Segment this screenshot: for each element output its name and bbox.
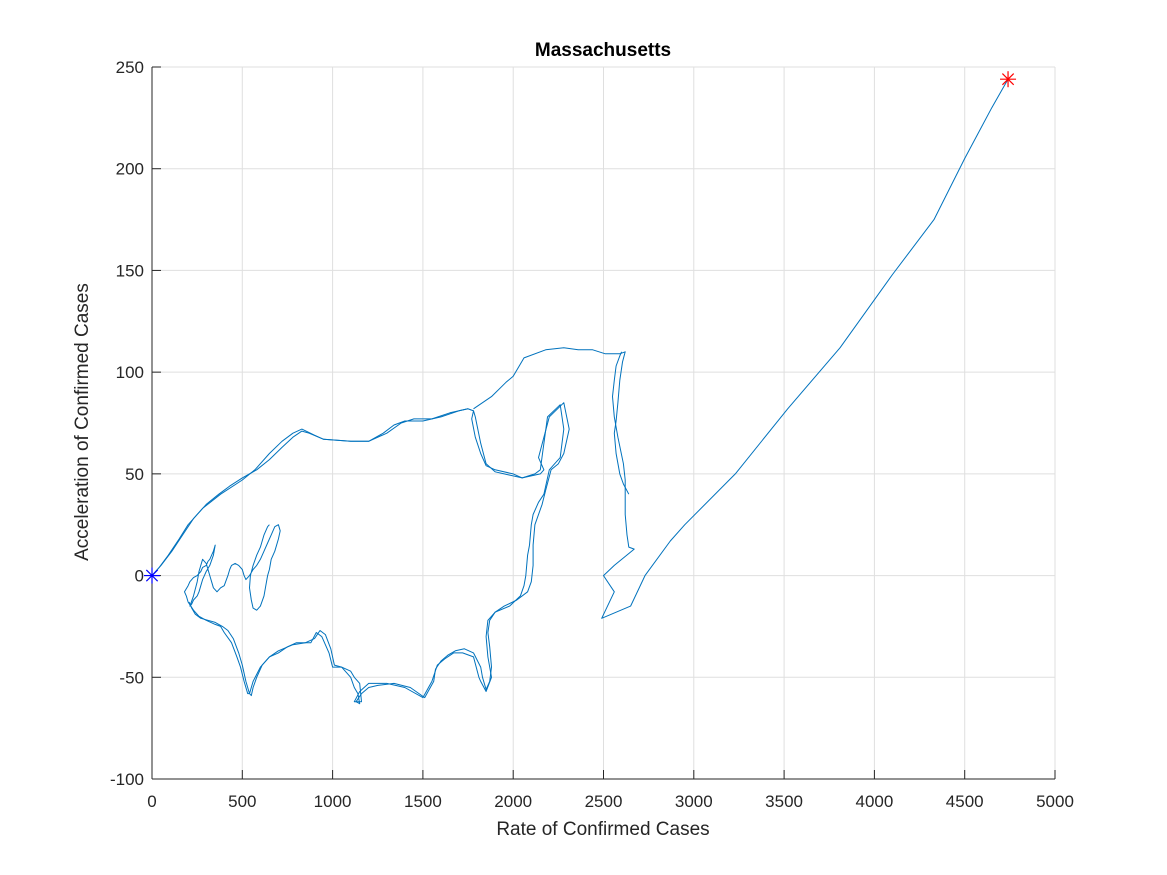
y-tick-label: -100 xyxy=(110,770,144,789)
x-tick-label: 1500 xyxy=(404,792,442,811)
tick-labels: 0 500 1000 1500 2000 2500 3000 3500 4000 4500 5000… xyxy=(110,58,1074,811)
x-tick-label: 1000 xyxy=(314,792,352,811)
chart-title: Massachusetts xyxy=(535,40,671,61)
y-tick-label: 250 xyxy=(116,58,144,77)
marker-stroke xyxy=(1001,73,1015,86)
x-tick-label: 5000 xyxy=(1036,792,1074,811)
x-tick-label: 4500 xyxy=(946,792,984,811)
y-tick-label: 100 xyxy=(116,363,144,382)
series-line-main xyxy=(151,402,570,705)
x-tick-label: 3000 xyxy=(675,792,713,811)
series-line-tail xyxy=(601,78,1009,619)
y-tick-label: 0 xyxy=(135,567,144,586)
marker-stroke xyxy=(145,569,159,582)
series-line-loop xyxy=(473,347,630,495)
plot-area xyxy=(144,71,1017,705)
y-tick-label: 50 xyxy=(125,465,144,484)
x-tick-label: 2000 xyxy=(494,792,532,811)
x-tick-label: 3500 xyxy=(765,792,803,811)
end-marker xyxy=(1000,71,1017,88)
y-axis-label: Acceleration of Confirmed Cases xyxy=(72,283,93,561)
y-tick-label: -50 xyxy=(119,668,144,687)
y-tick-label: 150 xyxy=(116,261,144,280)
series-line-inner xyxy=(151,404,565,703)
axes xyxy=(151,66,1056,780)
x-tick-label: 500 xyxy=(228,792,256,811)
x-axis-label: Rate of Confirmed Cases xyxy=(496,819,709,840)
y-tick-label: 200 xyxy=(116,160,144,179)
start-marker xyxy=(144,567,160,584)
x-tick-label: 4000 xyxy=(855,792,893,811)
x-tick-label: 0 xyxy=(147,792,156,811)
x-tick-label: 2500 xyxy=(585,792,623,811)
